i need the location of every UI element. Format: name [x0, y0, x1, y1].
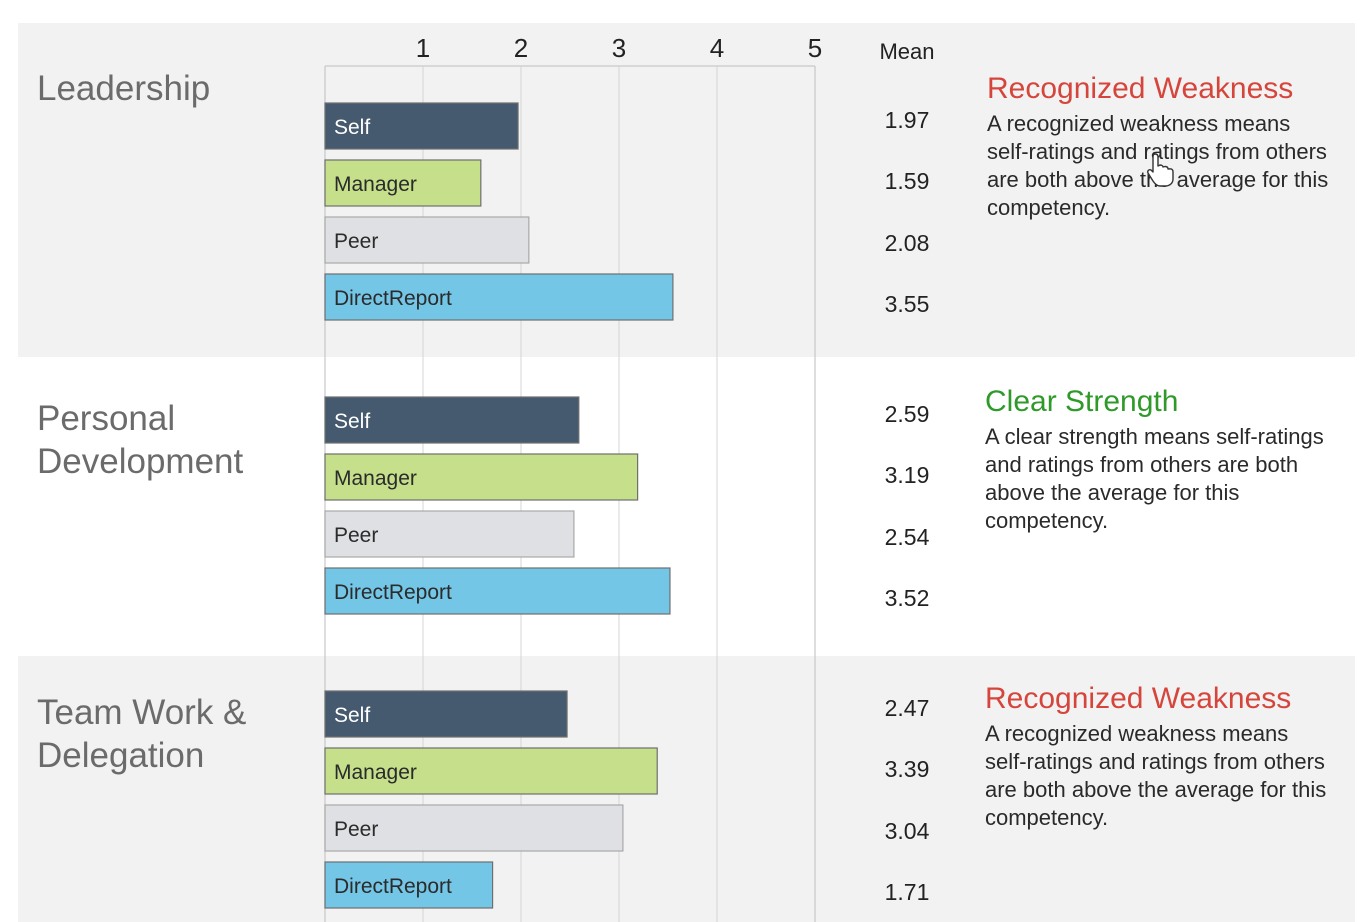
status-description-personal-development: A clear strength means self-ratings and …: [985, 424, 1324, 533]
bar-label: Self: [334, 704, 370, 727]
hand-pointer-cursor-icon: [1147, 153, 1174, 187]
competency-title-leadership: Leadership: [37, 67, 210, 110]
bar-label: Manager: [334, 467, 417, 490]
x-tick-label: 4: [710, 33, 724, 63]
mean-value: 3.55: [885, 291, 930, 317]
bar-label: DirectReport: [334, 287, 452, 310]
bar-self: [324, 102, 519, 150]
bar-label: Peer: [334, 818, 378, 841]
mean-value: 3.19: [885, 462, 930, 488]
status-title-personal-development: Clear Strength: [985, 385, 1179, 418]
mean-header: Mean: [879, 39, 934, 64]
section-band-leadership: [18, 23, 1355, 357]
bar-directreport: [324, 567, 671, 615]
competency-title-personal-development: Personal Development: [37, 397, 243, 483]
bar-label: DirectReport: [334, 581, 452, 604]
mean-value: 2.08: [885, 230, 930, 256]
mean-value: 2.54: [885, 524, 930, 550]
bar-label: Manager: [334, 173, 417, 196]
bar-label: Self: [334, 116, 370, 139]
x-tick-label: 5: [808, 33, 822, 63]
bar-manager: [324, 159, 482, 207]
status-title-team-work: Recognized Weakness: [985, 682, 1292, 715]
bar-manager: [324, 747, 658, 795]
status-description-team-work: A recognized weakness means self-ratings…: [985, 721, 1327, 830]
mean-value: 3.52: [885, 585, 930, 611]
competency-title-line: Development: [37, 442, 244, 481]
mean-value: 3.04: [885, 818, 930, 844]
x-tick-label: 3: [612, 33, 626, 63]
mean-value: 2.59: [885, 401, 930, 427]
x-tick-label: 2: [514, 33, 528, 63]
bar-directreport: [324, 861, 494, 909]
section-band-team-work: [18, 656, 1355, 922]
bar-label: DirectReport: [334, 875, 452, 898]
bar-self: [324, 690, 568, 738]
mean-value: 2.47: [885, 695, 930, 721]
competency-title-line: Delegation: [37, 736, 205, 775]
bar-label: Manager: [334, 761, 417, 784]
chart-bars: [324, 102, 674, 909]
chart-labels: 1 2 3 4 5 Mean Self 1.97 Manager 1.59 Peer 2.08 Dire…: [334, 33, 935, 905]
bar-peer: [324, 216, 530, 264]
competency-title-team-work: Team Work & Delegation: [37, 691, 246, 777]
bar-peer: [324, 804, 624, 852]
bar-self: [324, 396, 580, 444]
bar-manager: [324, 453, 639, 501]
competency-title-line: Team Work &: [37, 693, 247, 732]
bar-peer: [324, 510, 575, 558]
mean-value: 1.71: [885, 879, 930, 905]
status-title-leadership: Recognized Weakness: [987, 72, 1294, 105]
competency-title-line: Leadership: [37, 69, 211, 108]
bar-label: Peer: [334, 230, 378, 253]
bar-label: Self: [334, 410, 370, 433]
bar-label: Peer: [334, 524, 378, 547]
x-tick-label: 1: [416, 33, 430, 63]
competency-title-line: Personal: [37, 399, 176, 438]
bar-directreport: [324, 273, 674, 321]
mean-value: 3.39: [885, 756, 930, 782]
mean-value: 1.97: [885, 107, 930, 133]
mean-value: 1.59: [885, 168, 930, 194]
